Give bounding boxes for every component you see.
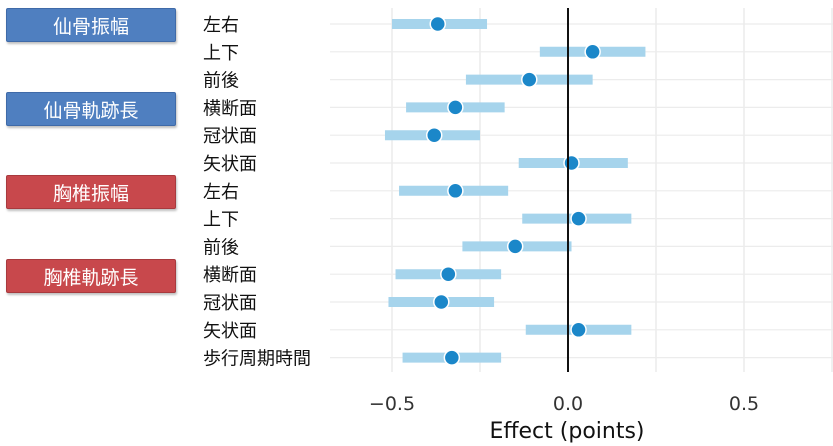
effect-point xyxy=(570,321,587,339)
effect-point xyxy=(521,71,538,88)
effect-point xyxy=(429,15,447,33)
effect-point xyxy=(447,99,464,116)
row-label: 前後 xyxy=(203,71,239,92)
row-label: 前後 xyxy=(203,237,239,258)
row-label: 横断面 xyxy=(203,265,257,286)
row-label: 矢状面 xyxy=(203,321,257,342)
x-axis-ticks: −0.5 0.0 0.5 xyxy=(369,393,759,415)
x-tick-label: 0.5 xyxy=(729,393,759,415)
row-label: 横断面 xyxy=(203,98,257,119)
effect-point xyxy=(584,43,601,61)
row-label: 左右 xyxy=(203,15,239,36)
row-label: 矢状面 xyxy=(203,154,257,175)
group-label-thoracic-trajectory-length: 胸椎軌跡長 xyxy=(6,259,176,293)
effect-point xyxy=(433,293,450,311)
row-label: 左右 xyxy=(203,182,239,203)
effect-point xyxy=(443,349,461,366)
x-tick-label: 0.0 xyxy=(553,393,583,415)
effect-point xyxy=(570,210,587,227)
effect-point xyxy=(440,265,457,283)
group-label-thoracic-amplitude: 胸椎振幅 xyxy=(6,175,176,209)
effect-point xyxy=(425,126,443,144)
effect-point xyxy=(506,238,524,255)
effect-point xyxy=(447,182,464,200)
row-label: 冠状面 xyxy=(203,293,257,314)
row-label: 歩行周期時間 xyxy=(203,349,311,370)
group-label-sacrum-amplitude: 仙骨振幅 xyxy=(6,8,176,42)
x-axis-title: Effect (points) xyxy=(489,419,644,444)
effect-point xyxy=(563,154,580,172)
row-label: 冠状面 xyxy=(203,126,257,147)
row-label: 上下 xyxy=(203,210,239,231)
row-label: 上下 xyxy=(203,43,239,64)
x-tick-label: −0.5 xyxy=(369,393,415,415)
plot-rows xyxy=(384,8,646,372)
group-label-sacrum-trajectory-length: 仙骨軌跡長 xyxy=(6,92,176,126)
